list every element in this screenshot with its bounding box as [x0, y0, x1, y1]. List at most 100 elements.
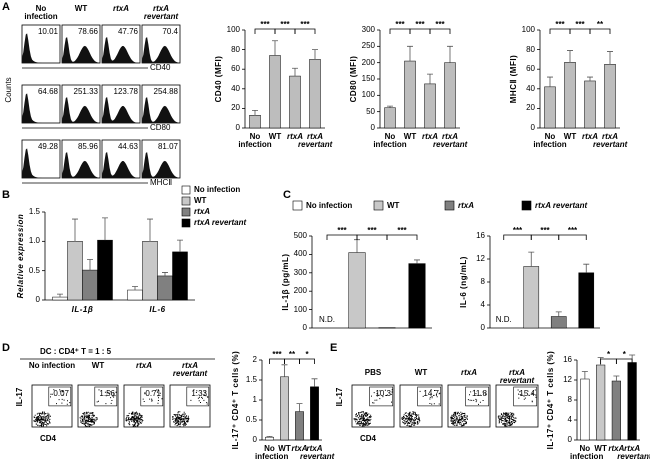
error-bar — [177, 239, 183, 252]
error-bar — [547, 76, 553, 87]
x-tick-label: rtxA revertant — [298, 132, 333, 150]
gate — [186, 386, 210, 407]
y-tick-label: 100 — [361, 90, 375, 100]
histogram — [62, 37, 100, 63]
y-tick-label: 60 — [231, 63, 240, 73]
column-header: rtxA revertant — [499, 368, 535, 386]
histogram-value: 10.01 — [37, 27, 58, 36]
y-tick-label: 0 — [252, 434, 257, 444]
significance-label: *** — [435, 20, 445, 29]
bar — [295, 411, 304, 441]
column-header: rtxA revertant — [143, 4, 179, 22]
panel-label: A — [2, 1, 10, 13]
x-tick-label: rtxA — [421, 132, 438, 141]
legend-label: rtxA — [194, 206, 211, 216]
x-tick-label: WT — [563, 132, 577, 141]
x-tick-label: No infection — [373, 132, 407, 150]
gate — [140, 386, 164, 407]
axis-label: CD4 — [40, 434, 57, 443]
significance-label: *** — [367, 226, 377, 235]
y-tick-label: 0 — [530, 122, 535, 132]
y-tick-label: 150 — [361, 73, 375, 83]
bar — [269, 55, 281, 129]
bar — [424, 83, 436, 129]
bar — [265, 436, 274, 441]
legend-swatch — [181, 218, 191, 228]
histogram — [102, 97, 140, 123]
marker-label: CD40 — [150, 63, 171, 72]
histogram-value: 64.68 — [37, 87, 58, 96]
legend-swatch — [181, 207, 191, 217]
significance-bracket — [284, 358, 300, 364]
y-tick-label: 0.5 — [245, 414, 257, 424]
bar — [550, 316, 567, 329]
column-header: No infection — [28, 361, 76, 370]
significance-bracket — [299, 358, 315, 364]
significance-bracket — [254, 28, 276, 34]
bar — [97, 239, 113, 301]
error-bar — [567, 50, 573, 63]
y-tick-label: 0.5 — [28, 265, 40, 275]
column-header: rtxA — [460, 368, 477, 377]
legend-swatch — [292, 200, 303, 211]
error-bar — [281, 364, 288, 377]
y-axis-title: CD80 (MFI) — [348, 55, 358, 103]
significance-bracket — [356, 234, 388, 240]
histogram-value: 85.96 — [77, 142, 98, 151]
y-axis-title: IL-6 (ng/mL) — [458, 256, 468, 308]
x-tick-label: IL-6 — [149, 305, 166, 314]
panel-label: E — [330, 342, 338, 354]
significance-bracket — [558, 234, 587, 240]
histogram — [62, 152, 100, 178]
legend-label: rtxA revertant — [194, 217, 247, 227]
gate — [465, 386, 490, 407]
bar — [408, 263, 426, 329]
y-tick-label: 0 — [35, 294, 40, 304]
gate-value: 0.07 — [53, 389, 69, 399]
legend-label: WT — [387, 200, 400, 210]
significance-label: *** — [512, 226, 523, 235]
y-tick-label: 1.5 — [28, 206, 40, 216]
column-header: No infection — [24, 4, 58, 22]
legend-label: No infection — [306, 200, 353, 210]
bar — [444, 62, 456, 129]
x-tick-label: No infection — [238, 132, 272, 150]
marker-label: MHCⅡ — [150, 178, 173, 187]
bar — [580, 378, 590, 441]
y-tick-label: 50 — [366, 106, 375, 116]
value-label: N.D. — [319, 314, 335, 324]
error-bar — [87, 259, 93, 271]
histogram-value: 49.28 — [37, 142, 58, 151]
legend-label: rtxA — [458, 200, 475, 210]
error-bar — [102, 217, 108, 241]
x-tick-label: rtxA — [291, 444, 308, 453]
error-bar — [607, 51, 613, 65]
bar — [142, 241, 158, 301]
histogram-value: 81.07 — [157, 142, 178, 151]
bar — [384, 107, 396, 129]
dot-cloud — [497, 389, 537, 427]
error-bar — [414, 259, 420, 264]
gate-value: 1.33 — [191, 389, 207, 399]
gate-value: 1.56 — [99, 389, 115, 399]
x-tick-label: WT — [278, 444, 291, 453]
bar — [578, 272, 595, 329]
legend-label: No infection — [194, 184, 241, 194]
bar — [378, 327, 396, 329]
error-bar — [72, 218, 78, 242]
histogram — [102, 37, 140, 63]
error-bar — [312, 49, 318, 60]
significance-label: *** — [280, 20, 290, 29]
gate-value: 0.71 — [145, 389, 161, 399]
y-tick-label: 12 — [563, 374, 572, 384]
dot-cloud — [450, 389, 487, 427]
significance-bracket — [589, 28, 611, 34]
y-tick-label: 60 — [526, 63, 535, 73]
x-tick-label: WT — [403, 132, 417, 141]
bar — [544, 86, 556, 129]
y-tick-label: 100 — [521, 24, 535, 34]
bar — [127, 289, 143, 301]
gate — [48, 386, 72, 407]
significance-label: *** — [272, 350, 282, 359]
